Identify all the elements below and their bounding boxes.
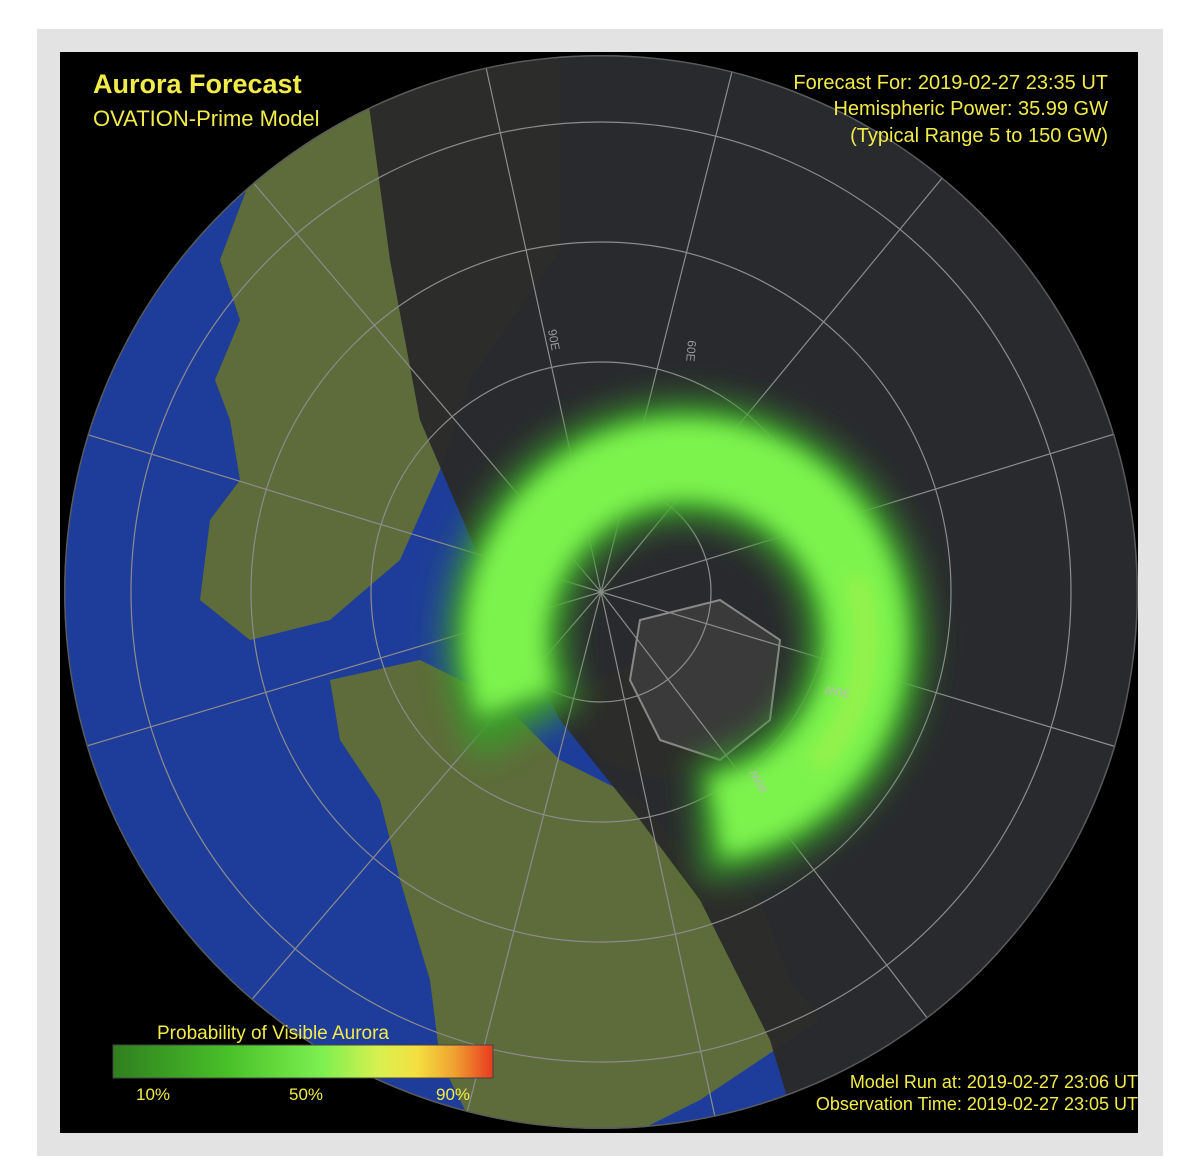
legend: Probability of Visible Aurora 10% 50% 90… [112, 1023, 494, 1104]
land-north-america [330, 660, 820, 1129]
land-greenland [628, 598, 782, 762]
color-bar [112, 1044, 494, 1079]
globe [64, 55, 1138, 1129]
legend-label: 10% [136, 1085, 170, 1104]
forecast-time: Forecast For: 2019-02-27 23:35 UT [793, 72, 1108, 94]
title: Aurora Forecast [93, 69, 302, 99]
grid-label: 90E [545, 328, 562, 351]
typical-range: (Typical Range 5 to 150 GW) [850, 125, 1108, 147]
grid-label: 60E [683, 340, 699, 362]
map: 90E 60E 30W 60W [64, 55, 1138, 1129]
observation-time: Observation Time: 2019-02-27 23:05 UT [816, 1094, 1138, 1114]
model-run: Model Run at: 2019-02-27 23:06 UT [850, 1072, 1138, 1092]
aurora-oval [446, 400, 926, 880]
legend-label: 50% [289, 1085, 323, 1104]
night-side [360, 55, 1138, 1129]
legend-label: 90% [436, 1085, 470, 1104]
legend-title: Probability of Visible Aurora [157, 1023, 389, 1044]
grid-label: 30W [823, 683, 850, 701]
subtitle: OVATION-Prime Model [93, 106, 320, 131]
hemispheric-power: Hemispheric Power: 35.99 GW [833, 98, 1108, 120]
